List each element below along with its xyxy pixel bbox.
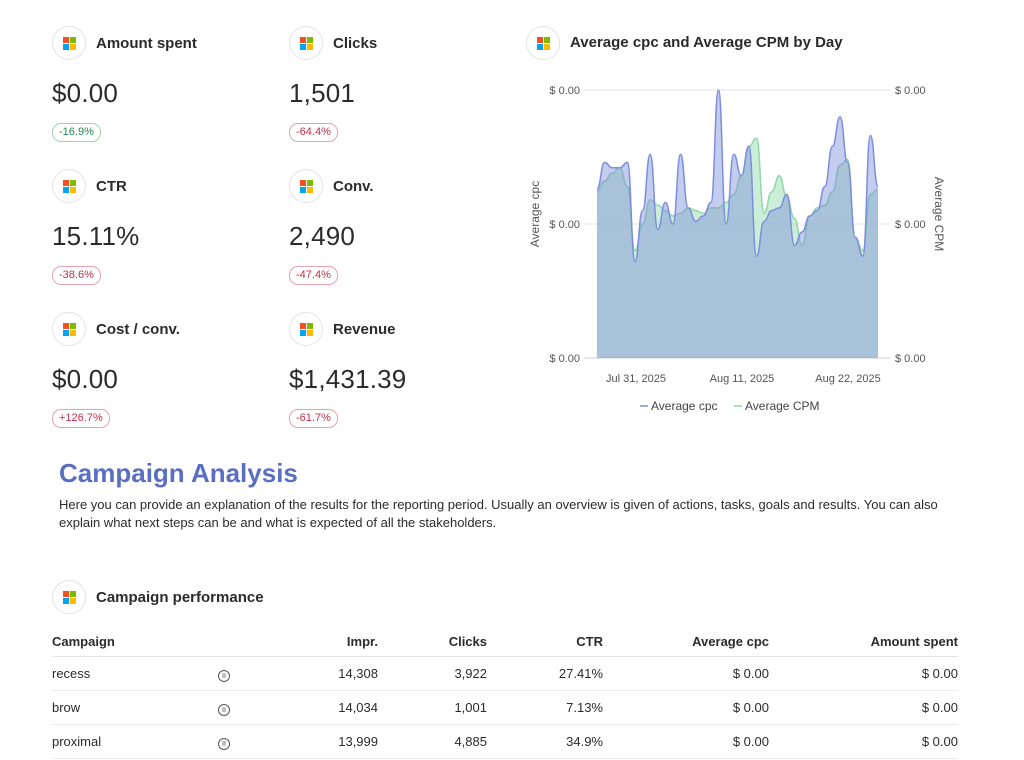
column-header-clicks[interactable]: Clicks [378, 626, 487, 657]
campaign-name: brow [52, 690, 218, 725]
kpi-label: Clicks [333, 34, 378, 52]
series-layer [596, 89, 879, 358]
series-line-average-cpc [596, 89, 879, 263]
average-cpc-cell: $ 0.00 [603, 724, 769, 759]
column-header-ctr[interactable]: CTR [487, 626, 603, 657]
y-right-tick-2: $ 0.00 [895, 353, 926, 365]
ctr-cell: 27.41% [487, 656, 603, 691]
y-left-tick-0: $ 0.00 [549, 85, 580, 97]
kpi-value: $0.00 [52, 364, 119, 394]
kpi-value: 2,490 [289, 221, 356, 251]
performance-title: Campaign performance [96, 588, 264, 606]
y-left-tick-2: $ 0.00 [549, 353, 580, 365]
kpi-cost-per-conversion: Cost / conv. $0.00 +126.7% [52, 312, 272, 428]
microsoft-logo-icon [289, 26, 323, 60]
pause-circle-icon[interactable]: II [218, 737, 230, 750]
table-row: brow II 14,034 1,001 7.13% $ 0.00 $ 0.00 [52, 690, 958, 725]
kpi-revenue: Revenue $1,431.39 -61.7% [289, 312, 509, 428]
campaign-name: recess [52, 656, 218, 691]
average-cpc-cell: $ 0.00 [603, 656, 769, 691]
impressions-cell: 13,999 [248, 724, 378, 759]
amount-spent-cell: $ 0.00 [769, 724, 958, 759]
pause-circle-icon[interactable]: II [218, 703, 230, 716]
kpi-change-badge: -16.9% [52, 123, 101, 142]
series-area-average-cpm [597, 138, 878, 358]
ctr-cell: 34.9% [487, 724, 603, 759]
legend-cpm-label: Average CPM [745, 399, 819, 413]
kpi-clicks: Clicks 1,501 -64.4% [289, 26, 509, 142]
chart-plot: $ 0.00 $ 0.00 $ 0.00 $ 0.00 $ 0.00 $ 0.0… [528, 85, 946, 413]
column-header-campaign[interactable]: Campaign [52, 626, 218, 657]
impressions-cell: 14,034 [248, 690, 378, 725]
table-row: recess II 14,308 3,922 27.41% $ 0.00 $ 0… [52, 656, 958, 691]
section-description: Here you can provide an explanation of t… [59, 497, 938, 530]
kpi-change-badge: -47.4% [289, 266, 338, 285]
kpi-value: 1,501 [289, 78, 356, 108]
kpi-change-badge: -64.4% [289, 123, 338, 142]
kpi-label: Cost / conv. [96, 320, 180, 338]
kpi-change-badge: -38.6% [52, 266, 101, 285]
average-cpc-cell: $ 0.00 [603, 690, 769, 725]
microsoft-logo-icon [289, 312, 323, 346]
kpi-label: CTR [96, 177, 127, 195]
x-tick-2: Aug 22, 2025 [815, 373, 880, 385]
chart-title: Average cpc and Average CPM by Day [570, 34, 843, 51]
microsoft-logo-icon [52, 312, 86, 346]
clicks-cell: 4,885 [378, 724, 487, 759]
column-header-amount-spent[interactable]: Amount spent [769, 626, 958, 657]
column-header-average-cpc[interactable]: Average cpc [603, 626, 769, 657]
kpi-ctr: CTR 15.11% -38.6% [52, 169, 272, 285]
kpi-value: $0.00 [52, 78, 119, 108]
kpi-change-badge: +126.7% [52, 409, 110, 428]
microsoft-logo-icon [52, 169, 86, 203]
column-header-icon [218, 626, 248, 657]
kpi-label: Revenue [333, 320, 396, 338]
performance-header: Campaign performance [52, 580, 264, 614]
x-tick-1: Aug 11, 2025 [710, 373, 775, 385]
table-header-row: Campaign Impr. Clicks CTR Average cpc Am… [52, 626, 958, 657]
kpi-conversions: Conv. 2,490 -47.4% [289, 169, 509, 285]
microsoft-logo-icon [52, 26, 86, 60]
impressions-cell: 14,308 [248, 656, 378, 691]
microsoft-logo-icon [52, 580, 86, 614]
x-tick-0: Jul 31, 2025 [606, 373, 666, 385]
y-right-tick-0: $ 0.00 [895, 85, 926, 97]
section-title: Campaign Analysis [59, 458, 298, 488]
amount-spent-cell: $ 0.00 [769, 690, 958, 725]
clicks-cell: 1,001 [378, 690, 487, 725]
ctr-cell: 7.13% [487, 690, 603, 725]
kpi-label: Amount spent [96, 34, 197, 52]
kpi-amount-spent: Amount spent $0.00 -16.9% [52, 26, 272, 142]
pause-circle-icon[interactable]: II [218, 669, 230, 682]
microsoft-logo-icon [526, 26, 560, 60]
campaign-name: proximal [52, 724, 218, 759]
cpc-cpm-chart: Average cpc and Average CPM by Day $ 0.0… [526, 26, 966, 426]
kpi-change-badge: -61.7% [289, 409, 338, 428]
series-area-average-cpc [597, 90, 878, 358]
table-row: proximal II 13,999 4,885 34.9% $ 0.00 $ … [52, 724, 958, 759]
y-right-axis-label: Average CPM [932, 177, 946, 251]
microsoft-logo-icon [289, 169, 323, 203]
kpi-label: Conv. [333, 177, 374, 195]
column-header-impressions[interactable]: Impr. [248, 626, 378, 657]
y-left-tick-1: $ 0.00 [549, 219, 580, 231]
amount-spent-cell: $ 0.00 [769, 656, 958, 691]
series-line-average-cpm [596, 137, 879, 252]
legend-cpc-label: Average cpc [651, 399, 718, 413]
campaign-performance-table: Campaign Impr. Clicks CTR Average cpc Am… [52, 626, 958, 759]
kpi-value: 15.11% [52, 221, 140, 251]
y-left-axis-label: Average cpc [528, 181, 542, 248]
y-right-tick-1: $ 0.00 [895, 219, 926, 231]
kpi-value: $1,431.39 [289, 364, 407, 394]
clicks-cell: 3,922 [378, 656, 487, 691]
